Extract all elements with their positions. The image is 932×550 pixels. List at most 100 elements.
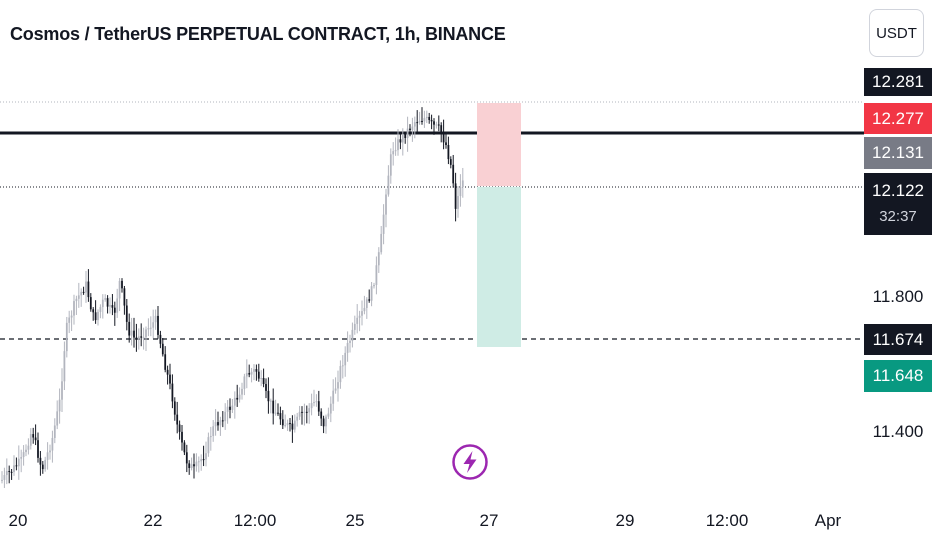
candle-body (296, 416, 299, 421)
bar-countdown: 32:37 (879, 208, 917, 225)
candle-body (183, 442, 186, 453)
time-label-25: 25 (345, 511, 365, 530)
candle-body (416, 122, 419, 124)
candle-body (82, 291, 85, 293)
candle-body (140, 336, 143, 338)
candle-body (1, 479, 3, 481)
candle-body (39, 457, 42, 465)
candle-body (284, 425, 287, 427)
candle-body (272, 400, 275, 414)
candle-body (65, 322, 68, 352)
candle-body (99, 307, 102, 312)
candle-body (243, 376, 246, 389)
candle-body (238, 394, 241, 400)
candle-body (442, 133, 445, 143)
candle-body (34, 437, 37, 441)
candle-body (260, 378, 263, 380)
candle-body (387, 175, 390, 195)
candle-body (209, 435, 212, 438)
take-profit-zone (477, 187, 521, 347)
candle-body (399, 139, 402, 143)
candle-body (385, 194, 387, 215)
candle-body (457, 196, 459, 209)
candle-body (185, 452, 188, 464)
candle-body (248, 373, 251, 375)
candle-body (313, 402, 315, 404)
candle-body (435, 124, 438, 126)
candle-body (269, 400, 272, 402)
candle-body (25, 449, 27, 453)
candle-body (116, 298, 119, 313)
candle-body (92, 309, 95, 313)
candle-body (267, 390, 270, 402)
candle-body (121, 280, 123, 289)
candle-body (22, 452, 25, 458)
candle-body (229, 406, 231, 410)
candle-body (13, 465, 15, 472)
candle-body (46, 452, 49, 460)
candle-body (433, 121, 435, 125)
candle-body (171, 383, 174, 402)
candle-body (137, 336, 140, 340)
candle-body (85, 281, 87, 293)
candle-body (53, 425, 56, 438)
candle-body (377, 252, 380, 266)
currency-button[interactable]: USDT (869, 9, 924, 57)
last-price: 12.122 (872, 181, 924, 200)
candle-body (245, 373, 248, 377)
candle-body (373, 284, 375, 287)
candle-body (250, 371, 253, 375)
candle-body (349, 340, 351, 343)
candle-body (10, 471, 13, 473)
candle-body (8, 470, 11, 472)
candle-body (236, 397, 239, 400)
candle-body (128, 321, 131, 336)
time-label-20: 20 (8, 511, 28, 530)
candle-body (308, 408, 311, 413)
candle-body (394, 150, 397, 152)
candle-body (459, 187, 462, 197)
candle-body (27, 445, 30, 450)
candle-body (87, 281, 90, 298)
candle-body (17, 458, 20, 467)
price-tick-11-800: 11.800 (872, 287, 924, 306)
candle-body (454, 183, 457, 209)
candle-body (56, 411, 59, 426)
time-label-12-00-b: 12:00 (705, 511, 749, 530)
candle-body (32, 434, 35, 438)
candle-body (277, 412, 279, 414)
candle-body (207, 437, 210, 454)
candle-body (358, 315, 361, 318)
candle-body (353, 323, 356, 330)
candle-body (80, 291, 83, 296)
candle-body (351, 329, 354, 341)
lightning-icon[interactable] (450, 442, 490, 482)
candle-body (149, 327, 152, 329)
candle-body (157, 315, 159, 335)
candle-body (221, 420, 224, 422)
candle-body (217, 422, 219, 426)
symbol-title: Cosmos / TetherUS PERPETUAL CONTRACT, 1h… (10, 24, 506, 44)
candle-body (214, 422, 217, 427)
candle-body (447, 145, 450, 160)
candle-body (111, 305, 114, 308)
candle-body (123, 288, 126, 306)
candle-body (152, 322, 155, 328)
candle-body (68, 317, 71, 323)
candle-body (142, 337, 145, 339)
position-tool[interactable] (477, 103, 521, 347)
candle-body (200, 459, 203, 462)
time-label-29: 29 (615, 511, 635, 530)
price-label-last: 12.122 32:37 (864, 173, 932, 235)
candle-body (327, 413, 330, 417)
candle-body (181, 431, 183, 443)
candle-body (461, 180, 464, 188)
candle-body (118, 280, 121, 299)
candle-body (75, 298, 78, 302)
candle-body (365, 299, 368, 308)
candle-body (224, 411, 227, 422)
candle-body (346, 342, 349, 353)
candle-body (452, 164, 455, 184)
candle-body (413, 122, 416, 127)
